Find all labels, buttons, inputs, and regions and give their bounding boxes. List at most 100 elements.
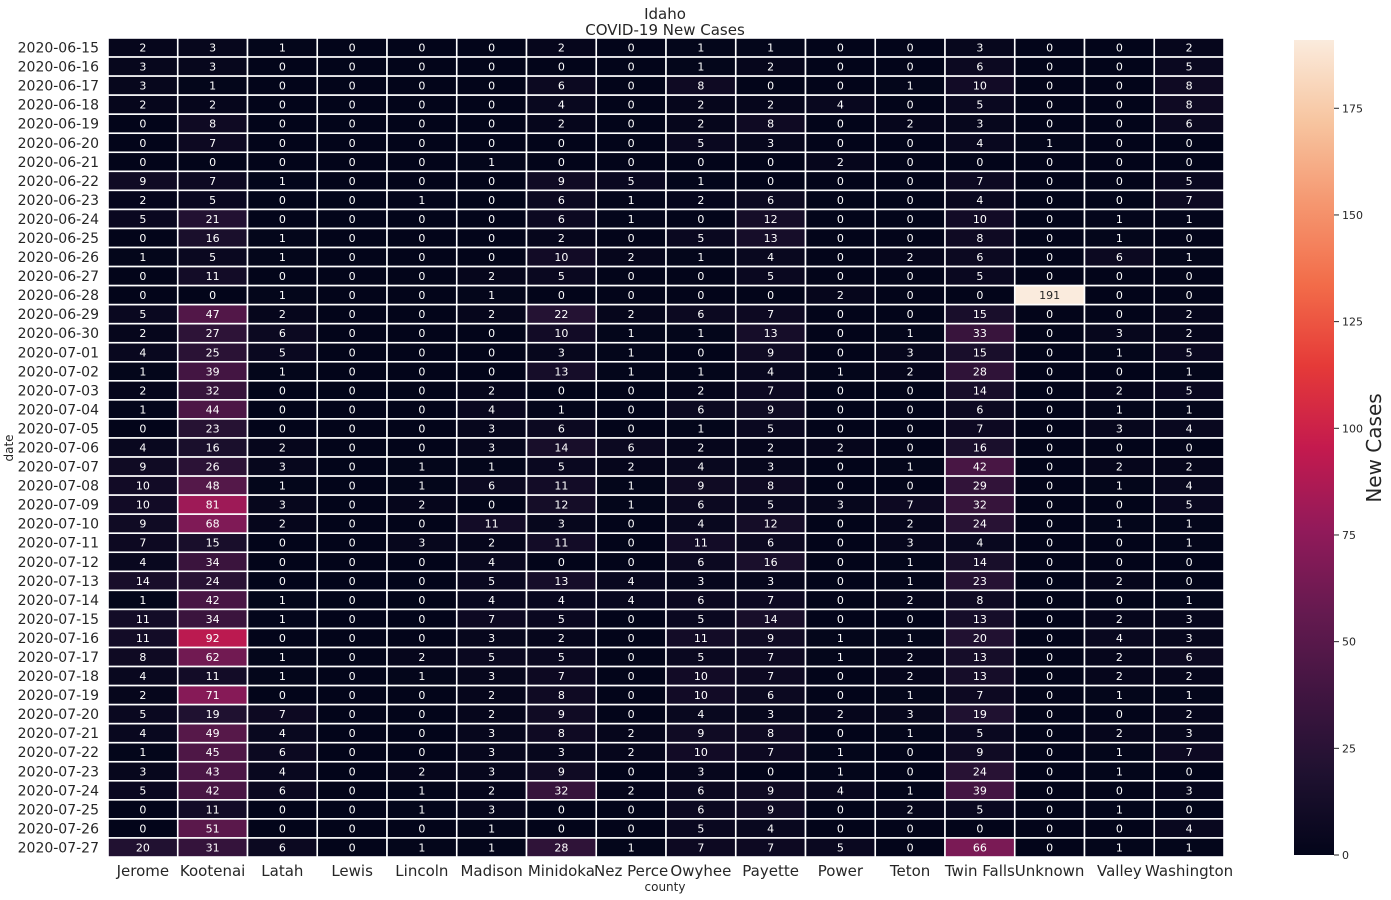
cell-value-label: 8	[976, 232, 983, 245]
cell-value-label: 0	[349, 727, 356, 740]
cell-value-label: 0	[907, 308, 914, 321]
cell-value-label: 1	[907, 632, 914, 645]
cell-value-label: 7	[1186, 746, 1193, 759]
cell-value-label: 34	[206, 613, 220, 626]
cell-value-label: 0	[628, 689, 635, 702]
cell-value-label: 0	[1116, 499, 1123, 512]
cell-value-label: 0	[418, 61, 425, 74]
cell-value-label: 2	[837, 708, 844, 721]
y-axis-label: date	[2, 434, 16, 461]
cell-value-label: 0	[488, 61, 495, 74]
cell-value-label: 1	[628, 499, 635, 512]
cell-value-label: 2	[1116, 461, 1123, 474]
cell-value-label: 0	[349, 537, 356, 550]
county-tick-label: Unknown	[1015, 862, 1085, 880]
cell-value-label: 28	[973, 365, 987, 378]
cell-value-label: 6	[697, 803, 704, 816]
cell-value-label: 20	[973, 632, 987, 645]
cell-value-label: 0	[628, 61, 635, 74]
cell-value-label: 0	[349, 708, 356, 721]
cell-value-label: 1	[488, 156, 495, 169]
cell-value-label: 0	[1046, 746, 1053, 759]
cell-value-label: 0	[628, 651, 635, 664]
cell-value-label: 0	[907, 822, 914, 835]
cell-value-label: 0	[418, 308, 425, 321]
cell-value-label: 1	[488, 461, 495, 474]
date-tick-label: 2020-07-05	[18, 421, 99, 437]
cell-value-label: 0	[349, 556, 356, 569]
cell-value-label: 11	[485, 518, 499, 531]
cell-value-label: 0	[349, 175, 356, 188]
cell-value-label: 0	[139, 803, 146, 816]
cell-value-label: 0	[907, 42, 914, 55]
cell-value-label: 0	[279, 213, 286, 226]
cell-value-label: 5	[139, 213, 146, 226]
cell-value-label: 0	[1116, 137, 1123, 150]
cell-value-label: 1	[697, 327, 704, 340]
cell-value-label: 0	[1116, 289, 1123, 302]
cell-value-label: 0	[697, 213, 704, 226]
cell-value-label: 10	[694, 670, 708, 683]
cell-value-label: 0	[837, 480, 844, 493]
cell-value-label: 0	[279, 384, 286, 397]
cell-value-label: 0	[1046, 670, 1053, 683]
date-tick-label: 2020-06-17	[18, 79, 99, 95]
cell-value-label: 1	[1116, 803, 1123, 816]
cell-value-label: 0	[1046, 765, 1053, 778]
cell-value-label: 1	[1116, 403, 1123, 416]
cell-value-label: 0	[349, 689, 356, 702]
cell-value-label: 1	[1186, 537, 1193, 550]
date-tick-label: 2020-07-10	[18, 517, 99, 533]
cell-value-label: 4	[1186, 422, 1193, 435]
colorbar-tick-label: 50	[1342, 636, 1356, 649]
cell-value-label: 0	[418, 689, 425, 702]
cell-value-label: 5	[488, 651, 495, 664]
date-tick-label: 2020-07-21	[18, 726, 99, 742]
cell-value-label: 1	[1116, 232, 1123, 245]
cell-value-label: 0	[349, 270, 356, 283]
cell-value-label: 5	[697, 232, 704, 245]
cell-value-label: 3	[558, 518, 565, 531]
cell-value-label: 2	[628, 251, 635, 264]
cell-value-label: 0	[628, 80, 635, 93]
cell-value-label: 0	[837, 42, 844, 55]
cell-value-label: 0	[1046, 537, 1053, 550]
cell-value-label: 2	[697, 99, 704, 112]
date-tick-label: 2020-06-28	[18, 288, 99, 304]
cell-value-label: 2	[488, 689, 495, 702]
cell-value-label: 1	[628, 841, 635, 854]
cell-value-label: 1	[628, 327, 635, 340]
cell-value-label: 6	[767, 537, 774, 550]
cell-value-label: 71	[206, 689, 220, 702]
cell-value-label: 2	[628, 746, 635, 759]
cell-value-label: 0	[907, 232, 914, 245]
cell-value-label: 0	[1116, 822, 1123, 835]
cell-value-label: 4	[279, 765, 286, 778]
cell-value-label: 9	[139, 461, 146, 474]
cell-value-label: 0	[1046, 708, 1053, 721]
cell-value-label: 5	[488, 575, 495, 588]
cell-value-label: 1	[418, 194, 425, 207]
cell-value-label: 1	[418, 461, 425, 474]
cell-value-label: 0	[418, 613, 425, 626]
cell-value-label: 1	[837, 765, 844, 778]
cell-value-label: 3	[488, 422, 495, 435]
cell-value-label: 4	[1186, 480, 1193, 493]
cell-value-label: 0	[1116, 556, 1123, 569]
cell-value-label: 0	[837, 118, 844, 131]
date-tick-label: 2020-06-25	[18, 231, 99, 247]
date-tick-label: 2020-07-26	[18, 821, 99, 837]
cell-value-label: 1	[907, 556, 914, 569]
cell-value-label: 0	[1186, 289, 1193, 302]
cell-value-label: 0	[349, 232, 356, 245]
cell-value-label: 0	[1046, 689, 1053, 702]
cell-value-label: 3	[697, 575, 704, 588]
cell-value-label: 43	[206, 765, 220, 778]
cell-value-label: 0	[349, 594, 356, 607]
cell-value-label: 1	[1186, 251, 1193, 264]
cell-value-label: 6	[279, 784, 286, 797]
cell-value-label: 0	[279, 537, 286, 550]
cell-value-label: 10	[554, 327, 568, 340]
cell-value-label: 1	[907, 784, 914, 797]
cell-value-label: 0	[628, 670, 635, 683]
